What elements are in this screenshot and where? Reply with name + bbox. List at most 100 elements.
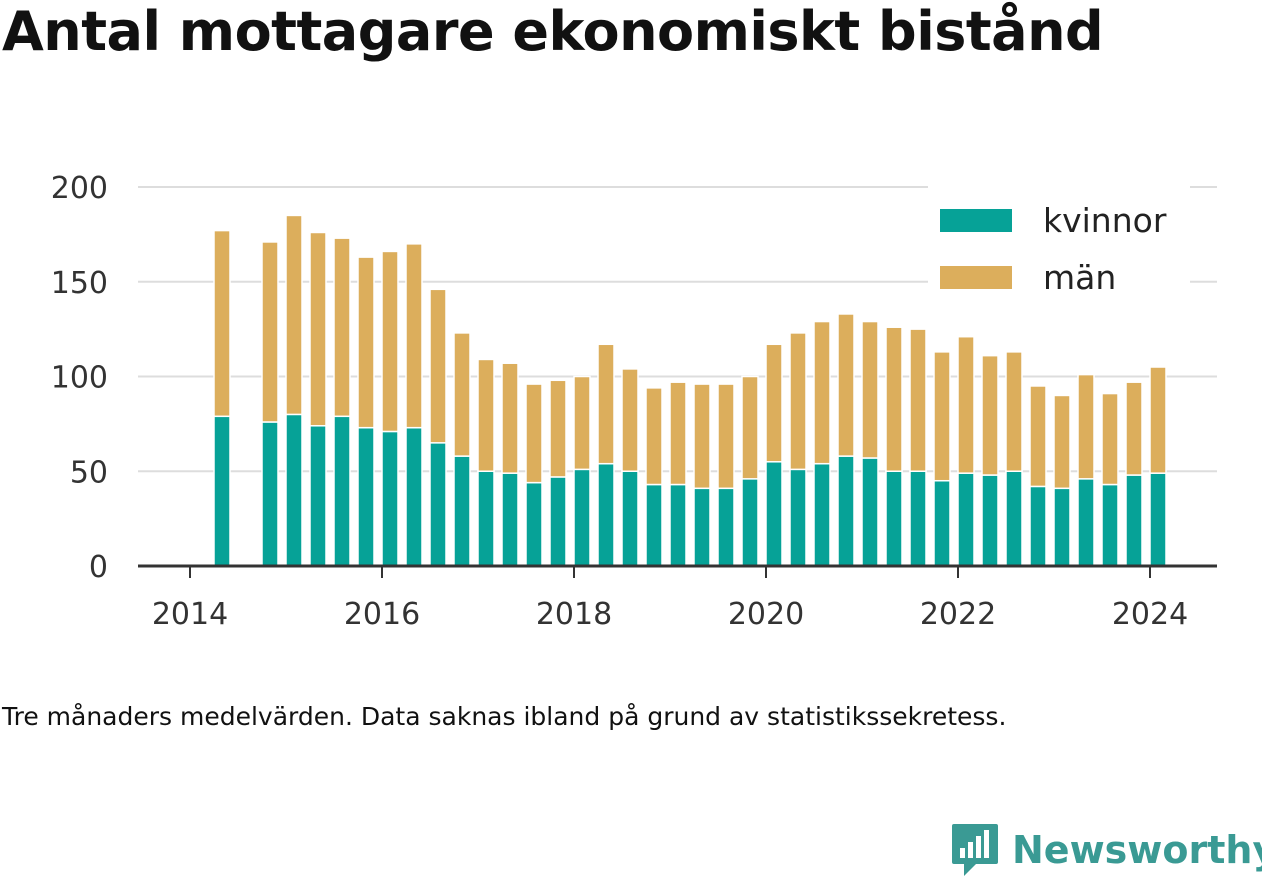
bar-segment-man: [309, 231, 327, 427]
bar-segment-man: [261, 241, 279, 423]
bar-segment-man: [333, 237, 351, 418]
bar-segment-man: [405, 243, 423, 429]
bar-segment-kvinnor: [285, 413, 303, 567]
y-tick-label: 100: [51, 361, 108, 396]
newsworthy-logo-icon: [952, 824, 998, 876]
bar-segment-kvinnor: [357, 426, 375, 567]
y-tick-label: 0: [89, 550, 108, 585]
bar-segment-kvinnor: [429, 442, 447, 567]
bar-segment-man: [813, 320, 831, 465]
bar-segment-kvinnor: [549, 476, 567, 567]
bar-segment-kvinnor: [261, 421, 279, 567]
bar-segment-kvinnor: [885, 470, 903, 567]
bar-segment-man: [789, 332, 807, 471]
bar-segment-man: [1149, 366, 1167, 474]
bar-segment-kvinnor: [741, 478, 759, 567]
bar-segment-man: [885, 326, 903, 473]
bar-segment-kvinnor: [597, 462, 615, 567]
bar-segment-man: [693, 383, 711, 490]
y-tick-label: 50: [70, 455, 108, 490]
bar-segment-man: [957, 335, 975, 474]
legend-label-man: män: [1043, 258, 1116, 297]
bar-segment-man: [357, 256, 375, 429]
bar-segment-man: [381, 250, 399, 433]
bar-segment-kvinnor: [693, 487, 711, 567]
legend-swatch-man: [940, 266, 1012, 289]
stacked-bar-chart: 0 50 100 150 200 2014 2016 2018 2020 2022 2024 kvi…: [51, 171, 1217, 632]
bar-segment-kvinnor: [381, 430, 399, 567]
chart-caption: Tre månaders medelvärden. Data saknas ib…: [2, 702, 1007, 731]
bar-segment-man: [501, 362, 519, 474]
bar-segment-kvinnor: [813, 462, 831, 567]
bar-segment-kvinnor: [525, 481, 543, 567]
bar-segment-kvinnor: [933, 479, 951, 567]
bar-segment-kvinnor: [1125, 474, 1143, 567]
x-tick-label: 2014: [152, 597, 228, 632]
chart-title: Antal mottagare ekonomiskt bistånd: [2, 0, 1104, 63]
bar-segment-kvinnor: [309, 425, 327, 567]
bar-segment-kvinnor: [1005, 470, 1023, 567]
legend-label-kvinnor: kvinnor: [1043, 201, 1167, 240]
bar-segment-man: [1125, 381, 1143, 476]
bar-segment-kvinnor: [573, 468, 591, 567]
bar-segment-man: [1029, 385, 1047, 488]
bar-segment-man: [429, 288, 447, 444]
brand-name: Newsworthy: [1012, 828, 1262, 872]
y-tick-label: 200: [51, 171, 108, 206]
bar-segment-kvinnor: [1149, 472, 1167, 567]
bar-segment-man: [861, 320, 879, 459]
bar-segment-man: [525, 383, 543, 484]
bar-segment-man: [837, 313, 855, 457]
bar-segment-man: [477, 358, 495, 473]
x-tick-label: 2022: [920, 597, 996, 632]
bar-segment-man: [213, 229, 231, 418]
bar-segment-man: [981, 354, 999, 476]
bar-segment-man: [669, 381, 687, 486]
bar-segment-kvinnor: [1101, 483, 1119, 567]
bar-segment-kvinnor: [405, 426, 423, 567]
bar-segment-kvinnor: [981, 474, 999, 567]
bar-segment-man: [621, 368, 639, 473]
bar-segment-kvinnor: [765, 461, 783, 567]
bar-segment-man: [549, 379, 567, 478]
bar-segment-man: [717, 383, 735, 490]
bar-segment-kvinnor: [909, 470, 927, 567]
bar-segment-kvinnor: [957, 472, 975, 567]
bar-segment-man: [1101, 392, 1119, 486]
bar-segment-kvinnor: [453, 455, 471, 567]
bar-segment-man: [573, 375, 591, 471]
bar-segment-man: [645, 387, 663, 486]
bar-segment-kvinnor: [645, 483, 663, 567]
bar-segment-man: [597, 343, 615, 465]
bar-segment-man: [285, 214, 303, 416]
x-tick-label: 2024: [1112, 597, 1188, 632]
x-tick-label: 2016: [344, 597, 420, 632]
bar-segment-kvinnor: [837, 455, 855, 567]
bar-segment-kvinnor: [669, 483, 687, 567]
bar-segment-kvinnor: [789, 468, 807, 567]
bar-segment-man: [1005, 351, 1023, 472]
bar-segment-man: [741, 375, 759, 480]
bar-segment-man: [765, 343, 783, 463]
axes: 0 50 100 150 200 2014 2016 2018 2020 2022 2024: [51, 171, 1217, 632]
bar-segment-kvinnor: [717, 487, 735, 567]
bar-segment-kvinnor: [333, 415, 351, 567]
brand-logo: Newsworthy: [950, 820, 1262, 880]
bar-segment-kvinnor: [621, 470, 639, 567]
bar-segment-kvinnor: [501, 472, 519, 567]
x-tick-label: 2020: [728, 597, 804, 632]
legend-swatch-kvinnor: [940, 209, 1012, 232]
y-tick-label: 150: [51, 266, 108, 301]
bar-segment-man: [453, 332, 471, 457]
bar-segment-kvinnor: [477, 470, 495, 567]
bar-segment-kvinnor: [1077, 478, 1095, 567]
x-tick-label: 2018: [536, 597, 612, 632]
legend[interactable]: kvinnor män: [928, 186, 1190, 304]
bar-segment-kvinnor: [213, 415, 231, 567]
bar-segment-kvinnor: [1029, 485, 1047, 567]
bar-segment-kvinnor: [1053, 487, 1071, 567]
bar-segment-man: [1053, 394, 1071, 490]
bar-segment-man: [933, 351, 951, 482]
bar-segment-kvinnor: [861, 457, 879, 567]
bar-segment-man: [909, 328, 927, 472]
